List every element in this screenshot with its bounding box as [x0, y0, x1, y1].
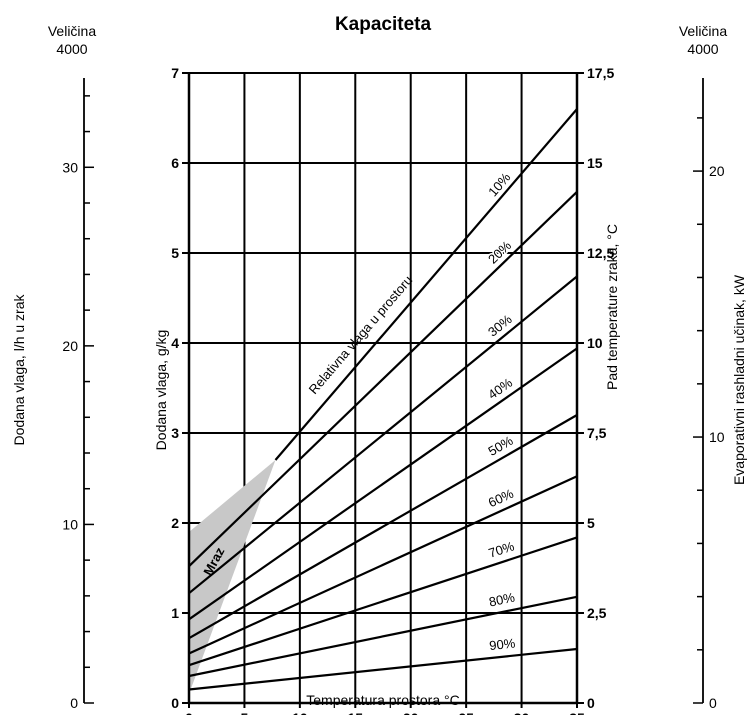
x-axis-label: Temperatura prostora °C	[306, 692, 459, 708]
series-line	[188, 414, 578, 640]
right-tick-label: 12,5	[587, 245, 614, 261]
right-axis-label: Pad temperature zraka, °C	[604, 224, 620, 390]
x-tick-label: 0	[185, 710, 193, 715]
series-line	[188, 595, 578, 678]
y-tick-label: 1	[171, 605, 179, 621]
x-tick-label: 10	[292, 710, 308, 715]
right-tick-label: 5	[587, 515, 595, 531]
right-tick-label: 2,5	[587, 605, 607, 621]
series-label: 90%	[489, 635, 517, 653]
right-tick-label: 0	[587, 695, 595, 711]
right-tick-label: 17,5	[587, 65, 614, 81]
right-tick-label: 15	[587, 155, 603, 171]
relative-humidity-label: Relativna vlaga u prostoru	[306, 273, 416, 397]
axis-ticks: 051015202530350123456702,557,51012,51517…	[171, 65, 614, 715]
left-outer-axis-label: Dodana vlaga, l/h u zrak	[11, 294, 27, 446]
left-outer-header-2: 4000	[56, 41, 87, 57]
x-tick-label: 5	[241, 710, 249, 715]
right-outer-axis-tick-label: 20	[709, 163, 725, 179]
x-tick-label: 20	[403, 710, 419, 715]
right-outer-header-2: 4000	[687, 41, 718, 57]
left-outer-header-1: Veličina	[48, 23, 96, 39]
y-tick-label: 3	[171, 425, 179, 441]
right-outer-axis-tick-label: 0	[709, 695, 717, 711]
y-tick-label: 5	[171, 245, 179, 261]
y-tick-label: 4	[171, 335, 179, 351]
frost-region	[189, 460, 276, 694]
right-outer-axis-tick-label: 10	[709, 429, 725, 445]
y-tick-label: 7	[171, 65, 179, 81]
x-tick-label: 25	[458, 710, 474, 715]
series-label: 40%	[485, 375, 515, 402]
left-outer-axis-tick-label: 20	[62, 338, 78, 354]
series-line	[188, 347, 578, 621]
series-line	[188, 475, 578, 655]
series-line	[188, 536, 578, 667]
left-outer-axis-tick-label: 30	[62, 159, 78, 175]
left-outer-axis-tick-label: 0	[70, 695, 78, 711]
y-tick-label: 0	[171, 695, 179, 711]
right-outer-axis-label: Evaporativni rashladni učinak, kW	[731, 274, 747, 485]
plot-area	[187, 72, 579, 705]
y-tick-label: 2	[171, 515, 179, 531]
left-outer-axis-tick-label: 10	[62, 516, 78, 532]
series-label: 10%	[485, 169, 514, 199]
series-label: 20%	[485, 238, 514, 267]
series-line	[188, 191, 578, 567]
right-tick-label: 10	[587, 335, 603, 351]
chart-title: Kapaciteta	[335, 14, 432, 35]
y-tick-label: 6	[171, 155, 179, 171]
series-label: 30%	[485, 311, 515, 339]
right-outer-header-1: Veličina	[679, 23, 727, 39]
x-tick-label: 35	[569, 710, 585, 715]
series-labels: 10%20%30%40%50%60%70%80%90%Relativna vla…	[200, 168, 518, 655]
series-label: 80%	[488, 590, 517, 610]
series-line	[188, 647, 578, 691]
right-tick-label: 7,5	[587, 425, 607, 441]
series-label: 70%	[487, 538, 517, 561]
series-label: 50%	[485, 433, 515, 459]
y-axis-label: Dodana vlaga, g/kg	[153, 330, 169, 451]
x-tick-label: 30	[514, 710, 530, 715]
x-tick-label: 15	[347, 710, 363, 715]
series-line	[188, 275, 578, 595]
series-line	[274, 108, 578, 461]
